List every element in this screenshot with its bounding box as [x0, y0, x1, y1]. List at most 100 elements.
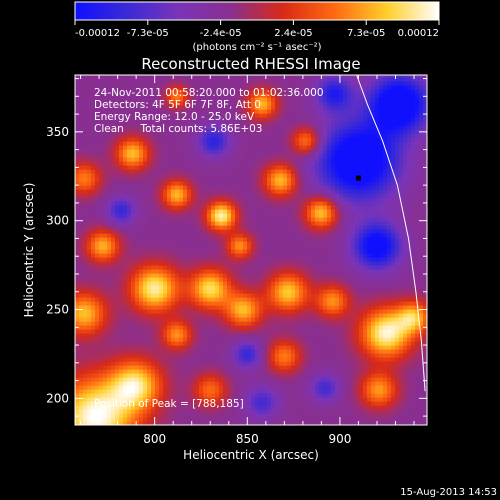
heatmap-cell — [175, 317, 180, 322]
heatmap-cell — [351, 353, 356, 358]
heatmap-cell — [79, 389, 84, 394]
heatmap-cell — [115, 225, 120, 230]
heatmap-cell — [311, 201, 316, 206]
heatmap-cell — [123, 317, 128, 322]
heatmap-cell — [283, 357, 288, 362]
heatmap-cell — [379, 321, 384, 326]
heatmap-cell — [419, 369, 424, 374]
heatmap-cell — [387, 361, 392, 366]
heatmap-cell — [111, 257, 116, 262]
heatmap-cell — [199, 357, 204, 362]
heatmap-cell — [303, 305, 308, 310]
heatmap-cell — [99, 309, 104, 314]
heatmap-cell — [263, 361, 268, 366]
heatmap-cell — [79, 305, 84, 310]
heatmap-cell — [75, 225, 80, 230]
heatmap-cell — [219, 409, 224, 414]
heatmap-cell — [335, 241, 340, 246]
heatmap-cell — [191, 305, 196, 310]
heatmap-cell — [191, 265, 196, 270]
heatmap-cell — [327, 229, 332, 234]
heatmap-cell — [215, 237, 220, 242]
heatmap-cell — [395, 305, 400, 310]
heatmap-cell — [379, 273, 384, 278]
heatmap-cell — [195, 317, 200, 322]
heatmap-cell — [291, 313, 296, 318]
heatmap-cell — [363, 289, 368, 294]
heatmap-cell — [79, 341, 84, 346]
heatmap-cell — [347, 213, 352, 218]
heatmap-cell — [95, 217, 100, 222]
heatmap-cell — [407, 261, 412, 266]
heatmap-cell — [351, 365, 356, 370]
heatmap-cell — [195, 313, 200, 318]
heatmap-cell — [323, 241, 328, 246]
heatmap-cell — [375, 305, 380, 310]
heatmap-cell — [143, 233, 148, 238]
heatmap-cell — [175, 417, 180, 422]
heatmap-cell — [187, 349, 192, 354]
heatmap-cell — [407, 357, 412, 362]
heatmap-cell — [323, 293, 328, 298]
heatmap-cell — [263, 393, 268, 398]
heatmap-cell — [227, 373, 232, 378]
heatmap-cell — [163, 245, 168, 250]
heatmap-cell — [155, 393, 160, 398]
heatmap-cell — [259, 217, 264, 222]
heatmap-cell — [367, 409, 372, 414]
heatmap-cell — [79, 313, 84, 318]
heatmap-cell — [279, 397, 284, 402]
heatmap-cell — [379, 253, 384, 258]
heatmap-cell — [207, 225, 212, 230]
heatmap-cell — [191, 217, 196, 222]
heatmap-cell — [91, 249, 96, 254]
heatmap-cell — [131, 409, 136, 414]
heatmap-cell — [315, 385, 320, 390]
heatmap-cell — [347, 273, 352, 278]
heatmap-cell — [151, 277, 156, 282]
heatmap-cell — [379, 401, 384, 406]
heatmap-cell — [271, 369, 276, 374]
heatmap-cell — [307, 257, 312, 262]
heatmap-cell — [163, 397, 168, 402]
heatmap-cell — [191, 261, 196, 266]
heatmap-cell — [223, 201, 228, 206]
heatmap-cell — [243, 309, 248, 314]
heatmap-cell — [315, 345, 320, 350]
heatmap-cell — [99, 357, 104, 362]
heatmap-cell — [243, 205, 248, 210]
heatmap-cell — [395, 205, 400, 210]
heatmap-cell — [339, 389, 344, 394]
heatmap-cell — [175, 293, 180, 298]
heatmap-cell — [415, 273, 420, 278]
heatmap-cell — [383, 317, 388, 322]
heatmap-cell — [95, 277, 100, 282]
heatmap-cell — [83, 417, 88, 422]
heatmap-cell — [331, 377, 336, 382]
heatmap-cell — [235, 261, 240, 266]
heatmap-cell — [119, 241, 124, 246]
heatmap-cell — [403, 285, 408, 290]
heatmap-cell — [155, 285, 160, 290]
heatmap-cell — [347, 325, 352, 330]
heatmap-cell — [335, 229, 340, 234]
heatmap-cell — [211, 277, 216, 282]
heatmap-cell — [127, 345, 132, 350]
heatmap-cell — [323, 421, 328, 425]
heatmap-cell — [151, 213, 156, 218]
heatmap-cell — [363, 357, 368, 362]
heatmap-cell — [195, 277, 200, 282]
heatmap-cell — [167, 221, 172, 226]
heatmap-cell — [279, 293, 284, 298]
heatmap-cell — [383, 281, 388, 286]
heatmap-cell — [91, 209, 96, 214]
heatmap-cell — [247, 241, 252, 246]
heatmap-cell — [155, 365, 160, 370]
heatmap-cell — [343, 209, 348, 214]
heatmap-cell — [307, 385, 312, 390]
heatmap-cell — [219, 237, 224, 242]
heatmap-cell — [355, 257, 360, 262]
heatmap-cell — [355, 221, 360, 226]
heatmap-cell — [227, 377, 232, 382]
heatmap-cell — [107, 341, 112, 346]
